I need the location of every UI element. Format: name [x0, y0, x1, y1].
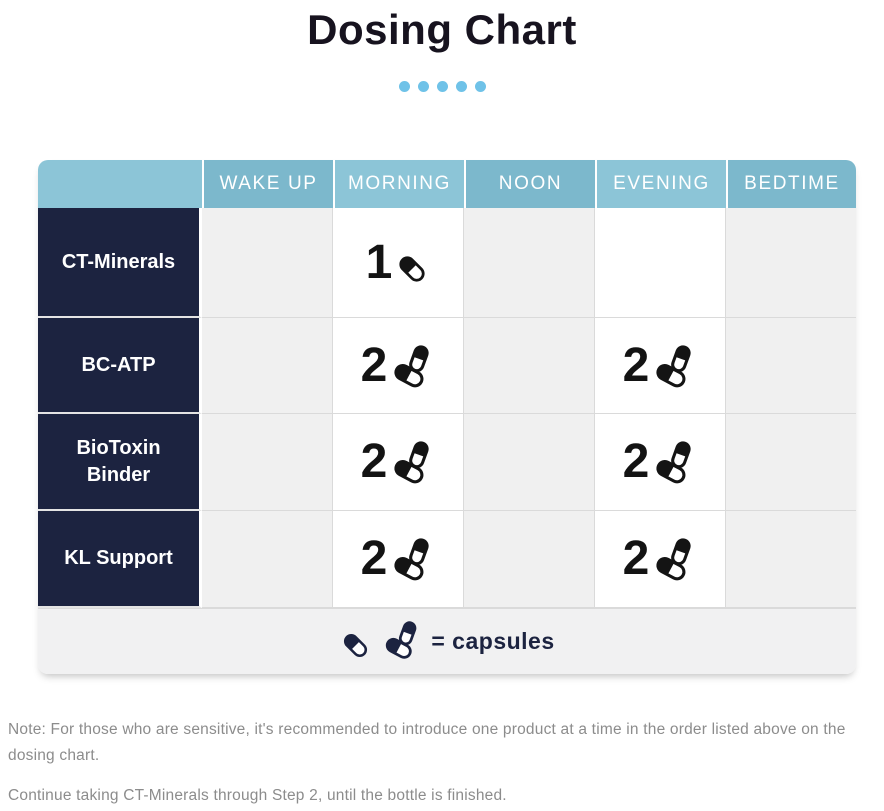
- cell-ct-minerals-evening: [595, 208, 726, 318]
- dose-count: 2: [360, 435, 388, 488]
- column-header-wake-up: WAKE UP: [202, 160, 333, 208]
- dot-icon: [436, 81, 448, 92]
- row-label-kl-support: KL Support: [38, 511, 202, 608]
- cell-biotoxin-binder-noon: [464, 414, 595, 511]
- legend-label: = capsules: [431, 628, 555, 654]
- cell-bc-atp-wake-up: [202, 318, 333, 414]
- cell-ct-minerals-noon: [464, 208, 595, 318]
- note-paragraph: Note: For those who are sensitive, it's …: [8, 721, 846, 764]
- cell-biotoxin-binder-bedtime: [726, 414, 856, 511]
- page-title: Dosing Chart: [307, 6, 577, 53]
- note-paragraph: Continue taking CT-Minerals through Step…: [8, 787, 507, 804]
- double-capsule-icon: [389, 439, 435, 489]
- title-divider-dots: [0, 81, 884, 92]
- cell-biotoxin-binder-wake-up: [202, 414, 333, 511]
- double-capsule-icon: [651, 439, 697, 489]
- capsule-icon: [339, 629, 372, 662]
- notes-section: Note: For those who are sensitive, it's …: [8, 717, 870, 811]
- capsule-icon: [394, 251, 430, 287]
- cell-biotoxin-binder-evening: 2: [595, 414, 726, 511]
- dose-count: 2: [622, 338, 650, 392]
- column-header-morning: MORNING: [333, 160, 464, 208]
- dosing-table: WAKE UP MORNING NOON EVENING BEDTIME CT-…: [38, 160, 856, 674]
- dot-icon: [455, 81, 467, 92]
- column-header-corner: [38, 160, 202, 208]
- cell-kl-support-evening: 2: [595, 511, 726, 608]
- double-capsule-icon: [381, 619, 422, 664]
- dose-count: 2: [360, 338, 388, 392]
- row-label-ct-minerals: CT-Minerals: [38, 208, 202, 318]
- cell-ct-minerals-bedtime: [726, 208, 856, 318]
- cell-bc-atp-evening: 2: [595, 318, 726, 414]
- column-header-bedtime: BEDTIME: [726, 160, 856, 208]
- dose-count: 2: [622, 532, 650, 585]
- double-capsule-icon: [651, 536, 697, 586]
- row-label-bc-atp: BC-ATP: [38, 318, 202, 414]
- cell-ct-minerals-morning: 1: [333, 208, 464, 318]
- column-header-evening: EVENING: [595, 160, 726, 208]
- dose-count: 1: [365, 235, 393, 289]
- cell-kl-support-wake-up: [202, 511, 333, 608]
- cell-kl-support-noon: [464, 511, 595, 608]
- dot-icon: [398, 81, 410, 92]
- dose-count: 2: [360, 532, 388, 585]
- double-capsule-icon: [651, 343, 697, 393]
- column-header-noon: NOON: [464, 160, 595, 208]
- cell-ct-minerals-wake-up: [202, 208, 333, 318]
- dot-icon: [474, 81, 486, 92]
- dot-icon: [417, 81, 429, 92]
- dose-count: 2: [622, 435, 650, 488]
- cell-bc-atp-bedtime: [726, 318, 856, 414]
- cell-bc-atp-morning: 2: [333, 318, 464, 414]
- legend-row: = capsules: [38, 608, 856, 674]
- double-capsule-icon: [389, 536, 435, 586]
- cell-bc-atp-noon: [464, 318, 595, 414]
- cell-biotoxin-binder-morning: 2: [333, 414, 464, 511]
- cell-kl-support-bedtime: [726, 511, 856, 608]
- row-label-biotoxin-binder: BioToxin Binder: [38, 414, 202, 511]
- double-capsule-icon: [389, 343, 435, 393]
- cell-kl-support-morning: 2: [333, 511, 464, 608]
